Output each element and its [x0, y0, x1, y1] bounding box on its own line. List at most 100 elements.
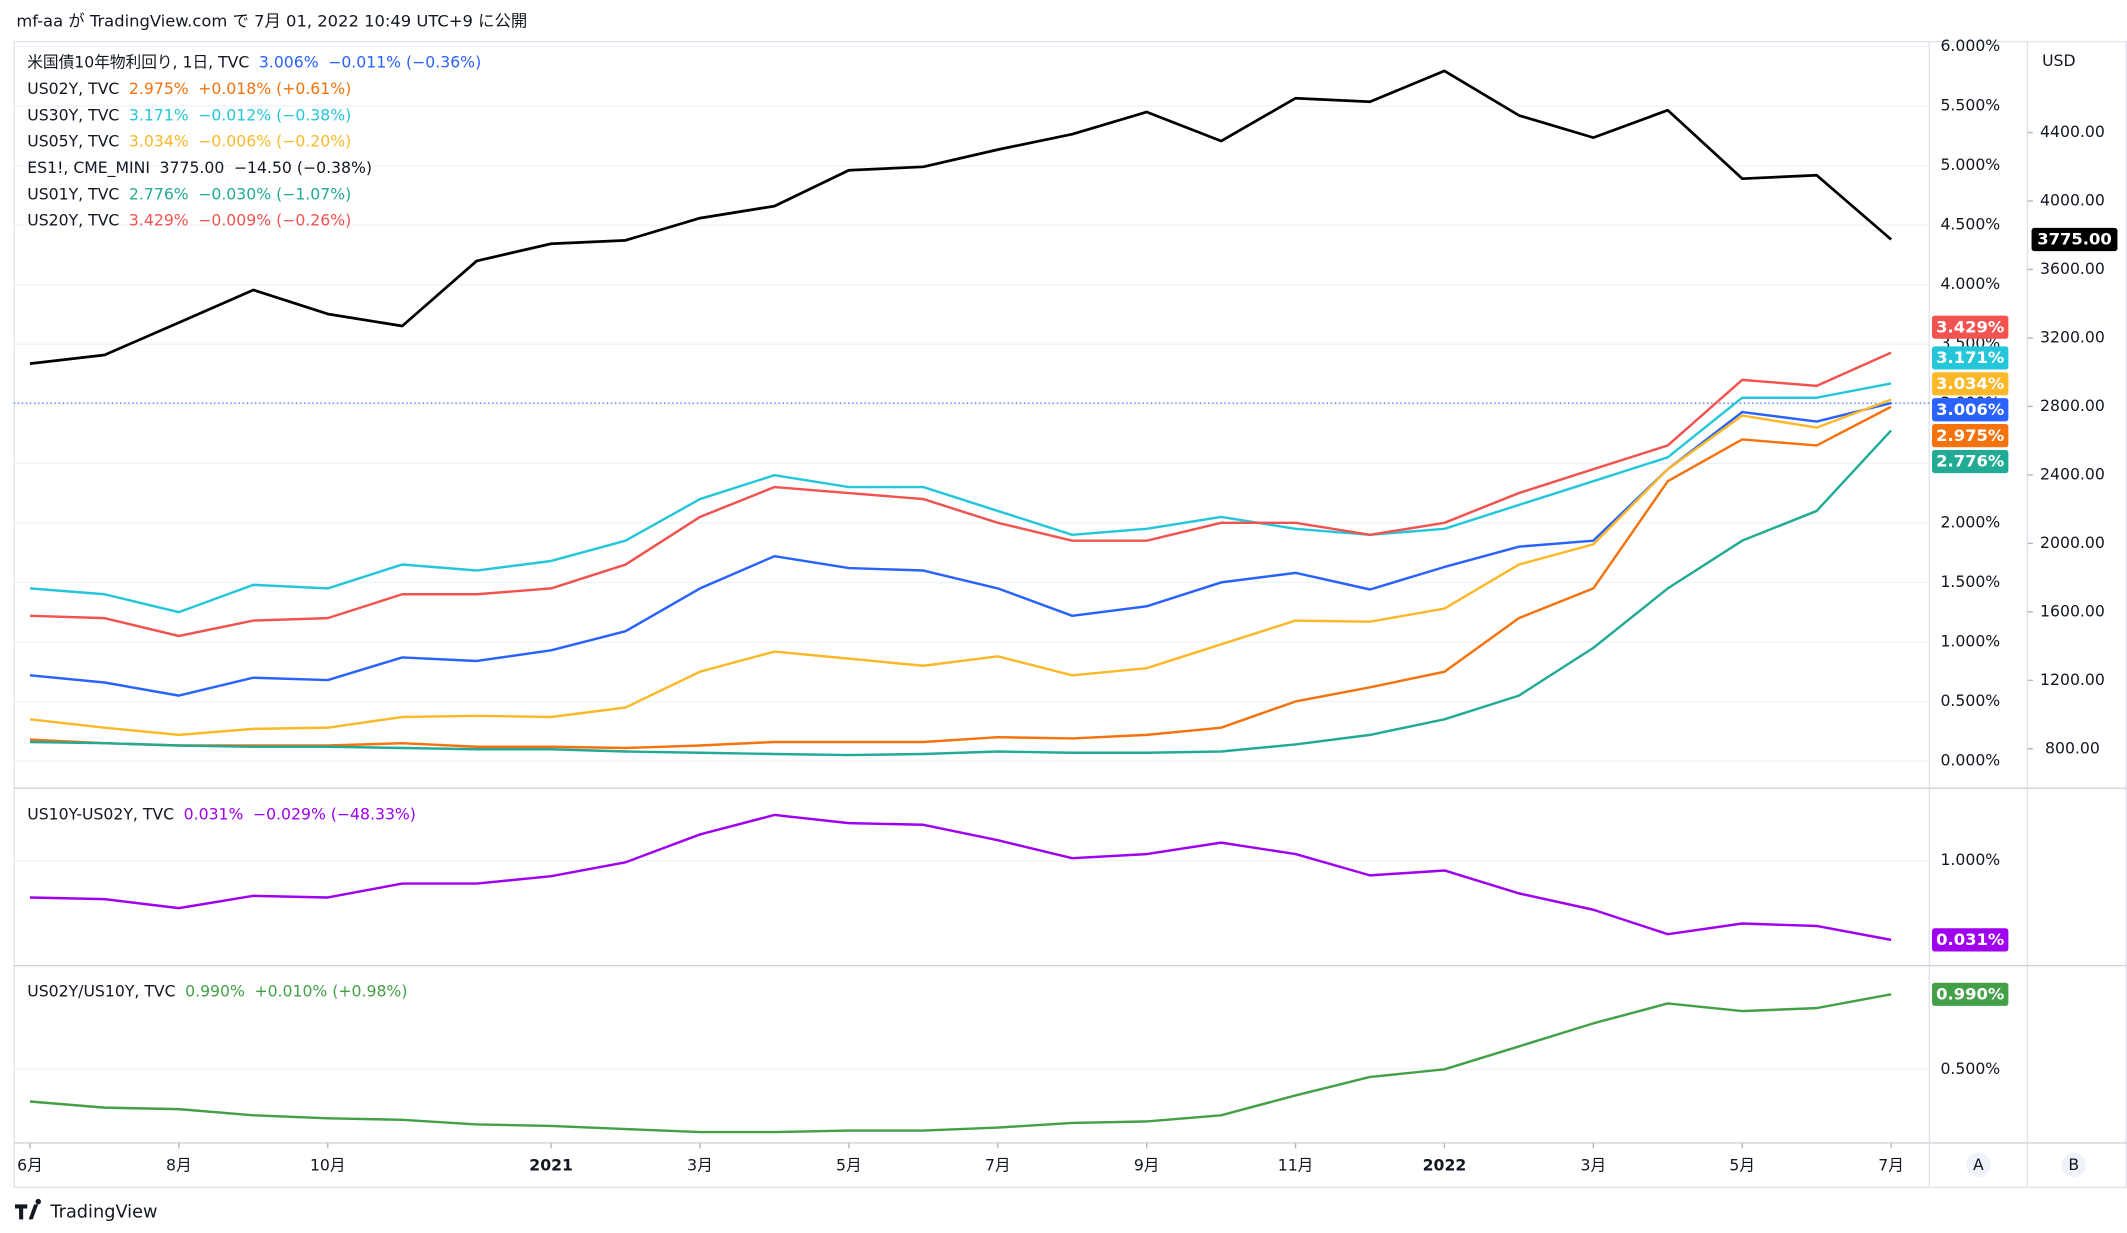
x-tick-label: 8月 [166, 1156, 192, 1175]
scale-button[interactable] [2061, 1152, 2087, 1178]
footer-logo [14, 1198, 41, 1220]
price-badge-label: 0.031% [1936, 930, 2004, 949]
scale-button[interactable] [1966, 1152, 1991, 1178]
legend-name: US01Y, TVC [27, 184, 119, 203]
y-tick-label: 1.000% [1940, 850, 2000, 869]
legend-last: 3.429% [129, 210, 189, 229]
legend-name: ES1!, CME_MINI [27, 158, 150, 178]
price-badge-label: 3.429% [1936, 317, 2004, 336]
x-tick-label: 6月 [17, 1156, 43, 1175]
y-tick-label: 0.500% [1940, 691, 2000, 710]
x-tick-label: 5月 [1729, 1156, 1755, 1175]
series-line [29, 398, 1892, 737]
y2-tick-label: 1600.00 [2040, 601, 2105, 620]
y2-tick-label: 1200.00 [2040, 670, 2105, 689]
series-line [29, 429, 1893, 757]
price-badge-label: 3775.00 [2037, 230, 2112, 249]
legend-change: −0.012% (−0.38%) [198, 105, 351, 124]
price-badge [1932, 398, 2009, 422]
y2-tick-label: 3600.00 [2040, 259, 2105, 278]
price-badge-label: 3.034% [1936, 374, 2004, 393]
frame [13, 40, 2127, 1188]
y2-tick-label: 4400.00 [2040, 122, 2105, 141]
series-line [29, 405, 1892, 750]
legend-entry: US02Y/US10Y, TVC 0.990% +0.010% (+0.98%) [27, 981, 407, 1000]
legend-entry: US05Y, TVC 3.034% −0.006% (−0.20%) [27, 131, 351, 150]
price-badge [1932, 424, 2009, 448]
legend-entry: US30Y, TVC 3.171% −0.012% (−0.38%) [27, 105, 351, 124]
legend-last: 0.031% [184, 804, 244, 823]
y-tick-label: 4.000% [1940, 274, 2000, 293]
legend-name: US05Y, TVC [27, 131, 119, 150]
legend-change: −0.006% (−0.20%) [198, 131, 351, 150]
price-badge [1932, 372, 2009, 396]
legend-entry: US10Y-US02Y, TVC 0.031% −0.029% (−48.33%) [27, 804, 416, 823]
legend-change: +0.010% (+0.98%) [254, 981, 407, 1000]
scale-button-label[interactable]: B [2068, 1155, 2079, 1174]
legend-last: 3.034% [129, 131, 189, 150]
legend-last: 0.990% [185, 981, 245, 1000]
x-tick-label: 9月 [1134, 1156, 1160, 1175]
price-badge-label: 2.776% [1936, 452, 2004, 471]
y2-tick-label: 2400.00 [2040, 464, 2105, 483]
y-tick-label: 0.000% [1940, 751, 2000, 770]
x-tick-label: 2021 [529, 1156, 573, 1175]
legend-name: US30Y, TVC [27, 105, 119, 124]
legend-entry: 米国債10年物利回り, 1日, TVC 3.006% −0.011% (−0.36%… [27, 52, 481, 71]
y2-tick-label: 2000.00 [2040, 533, 2105, 552]
price-badge [1932, 346, 2009, 370]
legend-entry: US02Y, TVC 2.975% +0.018% (+0.61%) [27, 79, 351, 98]
price-badge [2031, 227, 2118, 252]
header: mf-aa が TradingView.com で 7月 01, 2022 10… [16, 11, 527, 30]
y2-tick-label: 3200.00 [2040, 327, 2105, 346]
x-tick-label: 3月 [687, 1156, 713, 1175]
series-line [29, 813, 1892, 942]
x-tick-label: 3月 [1581, 1156, 1607, 1175]
legend-entry: ES1!, CME_MINI 3775.00 −14.50 (−0.38%) [27, 158, 372, 178]
series-line [29, 993, 1892, 1134]
legend-last: 3775.00 [160, 158, 225, 177]
x-tick-label: 10月 [310, 1156, 346, 1175]
legend-change: −0.009% (−0.26%) [198, 210, 351, 229]
price-badge [1932, 928, 2009, 952]
price-badge [1932, 315, 2009, 339]
legend-last: 2.776% [129, 184, 189, 203]
y2-axis-label: USD [2042, 51, 2075, 70]
y-tick-label: 6.000% [1940, 36, 2000, 55]
x-tick-label: 11月 [1278, 1156, 1314, 1175]
legend-change: −0.011% (−0.36%) [328, 52, 481, 71]
y-tick-label: 1.000% [1940, 631, 2000, 650]
series-line [29, 351, 1892, 638]
y2-tick-label: 4000.00 [2040, 190, 2105, 209]
legend-name: US02Y, TVC [27, 79, 119, 98]
y-tick-label: 4.500% [1940, 215, 2000, 234]
footer: TradingView [49, 1203, 157, 1223]
series-line [29, 401, 1892, 697]
y2-tick-label: 2800.00 [2040, 396, 2105, 415]
series-line [29, 69, 1893, 365]
price-badge-label: 3.006% [1936, 400, 2004, 419]
y-tick-label: 1.500% [1940, 572, 2000, 591]
y-tick-label: 5.000% [1940, 155, 2000, 174]
price-badge [1932, 982, 2009, 1006]
legend-name: US02Y/US10Y, TVC [27, 981, 175, 1000]
x-tick-label: 2022 [1423, 1156, 1467, 1175]
scale-button-label[interactable]: A [1973, 1155, 1984, 1174]
legend-name: US20Y, TVC [27, 210, 119, 229]
legend-name: 米国債10年物利回り, 1日, TVC [27, 52, 249, 71]
legend-entry: US20Y, TVC 3.429% −0.009% (−0.26%) [27, 210, 351, 229]
y-tick-label: 2.000% [1940, 512, 2000, 531]
y2-tick-label: 800.00 [2045, 738, 2100, 757]
x-tick-label: 7月 [985, 1156, 1011, 1175]
y-tick-label: 0.500% [1940, 1059, 2000, 1078]
x-tick-label: 7月 [1878, 1156, 1904, 1175]
legend-change: +0.018% (+0.61%) [198, 79, 351, 98]
legend-change: −0.029% (−48.33%) [253, 804, 416, 823]
price-badge-label: 0.990% [1936, 984, 2004, 1003]
legend-name: US10Y-US02Y, TVC [27, 804, 174, 823]
legend-change: −0.030% (−1.07%) [198, 184, 351, 203]
y-tick-label: 5.500% [1940, 95, 2000, 114]
legend-last: 3.006% [259, 52, 319, 71]
